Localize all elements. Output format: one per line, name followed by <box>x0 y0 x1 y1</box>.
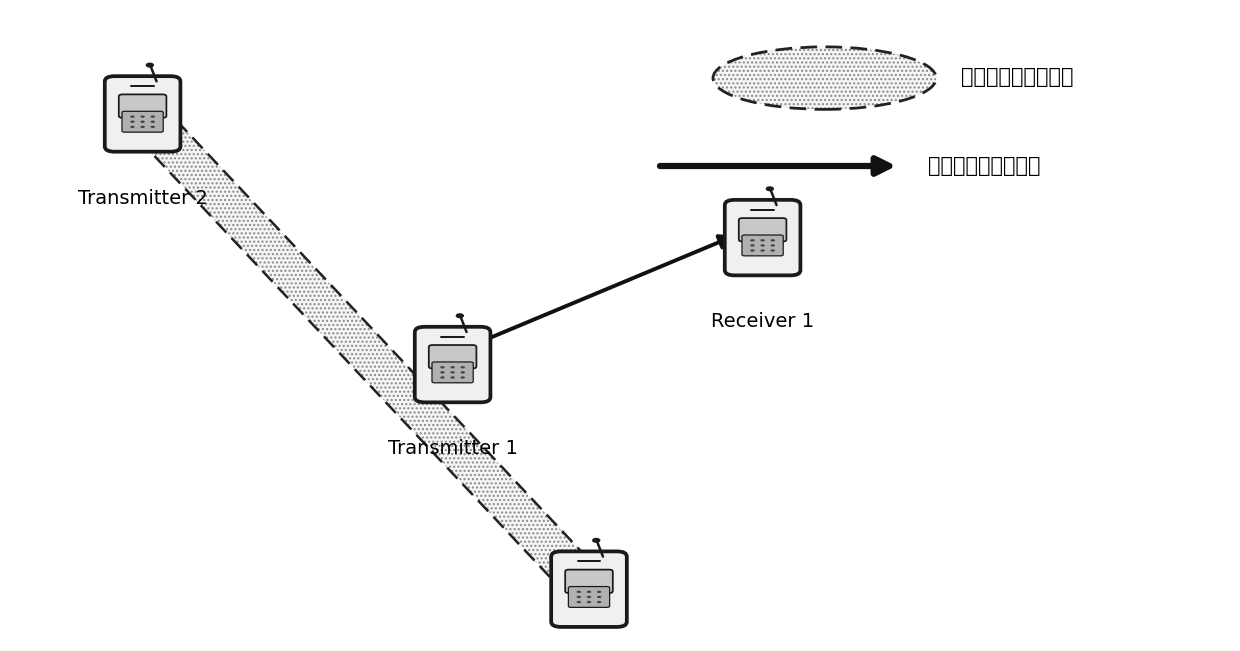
Circle shape <box>577 601 582 603</box>
Text: Transmitter 2: Transmitter 2 <box>78 189 207 208</box>
Circle shape <box>587 601 591 603</box>
Circle shape <box>587 590 591 593</box>
Circle shape <box>760 249 765 252</box>
Text: Transmitter 1: Transmitter 1 <box>388 439 517 458</box>
Circle shape <box>150 126 155 128</box>
Circle shape <box>577 590 582 593</box>
Circle shape <box>150 115 155 118</box>
Circle shape <box>760 239 765 242</box>
Circle shape <box>130 126 135 128</box>
FancyBboxPatch shape <box>551 551 626 627</box>
Circle shape <box>456 314 464 318</box>
FancyBboxPatch shape <box>739 218 786 242</box>
FancyBboxPatch shape <box>724 200 801 275</box>
FancyBboxPatch shape <box>122 111 164 132</box>
FancyBboxPatch shape <box>568 587 610 607</box>
Ellipse shape <box>713 47 936 109</box>
Circle shape <box>146 63 154 67</box>
Circle shape <box>596 601 601 603</box>
Circle shape <box>130 120 135 123</box>
Circle shape <box>440 371 445 374</box>
FancyBboxPatch shape <box>414 327 490 402</box>
FancyBboxPatch shape <box>119 94 166 118</box>
Circle shape <box>140 126 145 128</box>
FancyBboxPatch shape <box>104 76 181 152</box>
Circle shape <box>460 366 465 368</box>
Circle shape <box>130 115 135 118</box>
Polygon shape <box>124 105 608 598</box>
Circle shape <box>450 376 455 379</box>
FancyBboxPatch shape <box>432 362 474 383</box>
Circle shape <box>460 371 465 374</box>
Circle shape <box>460 376 465 379</box>
Circle shape <box>440 376 445 379</box>
Circle shape <box>150 120 155 123</box>
Circle shape <box>596 590 601 593</box>
Text: Receiver 1: Receiver 1 <box>711 312 815 331</box>
Circle shape <box>750 239 755 242</box>
Circle shape <box>766 187 774 191</box>
FancyBboxPatch shape <box>565 570 613 593</box>
Circle shape <box>593 538 600 542</box>
Circle shape <box>440 366 445 368</box>
Text: 已经存在的发射波束: 已经存在的发射波束 <box>961 67 1074 87</box>
Circle shape <box>587 596 591 598</box>
FancyBboxPatch shape <box>429 345 476 368</box>
Circle shape <box>750 249 755 252</box>
Text: 希望发送的信号方向: 希望发送的信号方向 <box>928 156 1040 176</box>
Circle shape <box>140 120 145 123</box>
Circle shape <box>450 371 455 374</box>
Circle shape <box>760 244 765 247</box>
Circle shape <box>770 249 775 252</box>
Circle shape <box>770 239 775 242</box>
Circle shape <box>770 244 775 247</box>
Circle shape <box>596 596 601 598</box>
Circle shape <box>140 115 145 118</box>
Circle shape <box>577 596 582 598</box>
Circle shape <box>450 366 455 368</box>
Circle shape <box>750 244 755 247</box>
FancyBboxPatch shape <box>742 235 784 256</box>
